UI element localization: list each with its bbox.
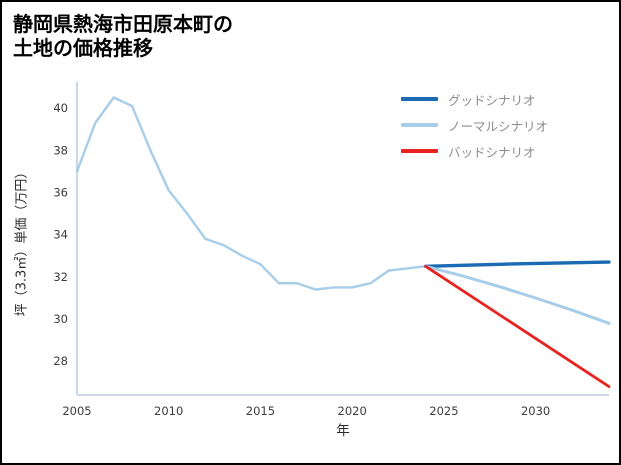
chart-title-line2: 土地の価格推移 bbox=[13, 36, 153, 60]
legend-item-normal-scenario: ノーマルシナリオ bbox=[401, 118, 549, 134]
series-line-normal bbox=[424, 264, 611, 325]
x-tick-label: 2005 bbox=[62, 404, 91, 418]
x-axis-label: 年 bbox=[336, 423, 350, 439]
y-axis-label: 坪（3.3㎡）単価（万円） bbox=[14, 165, 30, 317]
y-tick-label: 38 bbox=[53, 143, 68, 157]
bad-scenario-line-swatch bbox=[401, 149, 438, 153]
x-tick-label: 2010 bbox=[154, 404, 183, 418]
good-scenario-line-swatch bbox=[401, 97, 438, 101]
legend-item-good-scenario: グッドシナリオ bbox=[401, 92, 548, 108]
y-tick-label: 34 bbox=[53, 228, 68, 242]
x-tick-label: 2030 bbox=[521, 404, 550, 418]
normal-scenario-line-swatch bbox=[401, 123, 438, 127]
x-tick-label: 2025 bbox=[429, 404, 458, 418]
chart-title-line1: 静岡県熱海市田原本町の bbox=[13, 12, 233, 36]
good-scenario-label: グッドシナリオ bbox=[448, 92, 536, 108]
series-line-bad bbox=[424, 264, 611, 389]
y-tick-label: 40 bbox=[53, 101, 68, 115]
x-tick-label: 2015 bbox=[246, 404, 275, 418]
x-tick-label: 2020 bbox=[338, 404, 367, 418]
legend-item-bad-scenario: バッドシナリオ bbox=[401, 144, 548, 160]
chart-title: 静岡県熱海市田原本町の 土地の価格推移 bbox=[13, 12, 233, 60]
series-line-historical bbox=[75, 96, 427, 291]
chart-legend: グッドシナリオ ノーマルシナリオ バッドシナリオ bbox=[401, 92, 549, 160]
bad-scenario-label: バッドシナリオ bbox=[448, 144, 536, 160]
y-tick-label: 36 bbox=[53, 186, 68, 200]
y-tick-label: 28 bbox=[53, 354, 68, 368]
normal-scenario-label: ノーマルシナリオ bbox=[448, 118, 549, 134]
y-tick-label: 30 bbox=[53, 312, 68, 326]
series-line-good bbox=[423, 260, 611, 268]
y-tick-label: 32 bbox=[53, 270, 68, 284]
